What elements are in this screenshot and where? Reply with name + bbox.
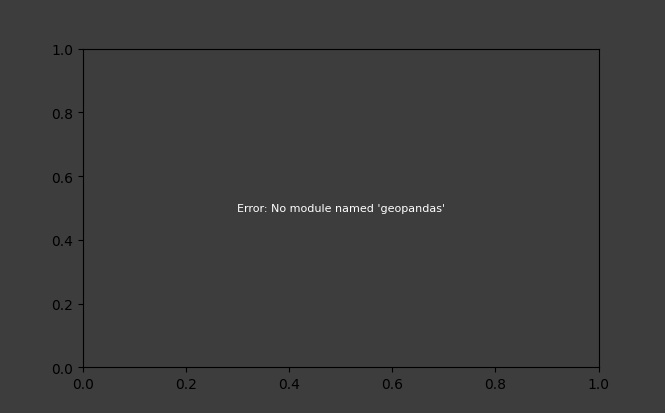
Text: Error: No module named 'geopandas': Error: No module named 'geopandas' bbox=[237, 204, 445, 214]
